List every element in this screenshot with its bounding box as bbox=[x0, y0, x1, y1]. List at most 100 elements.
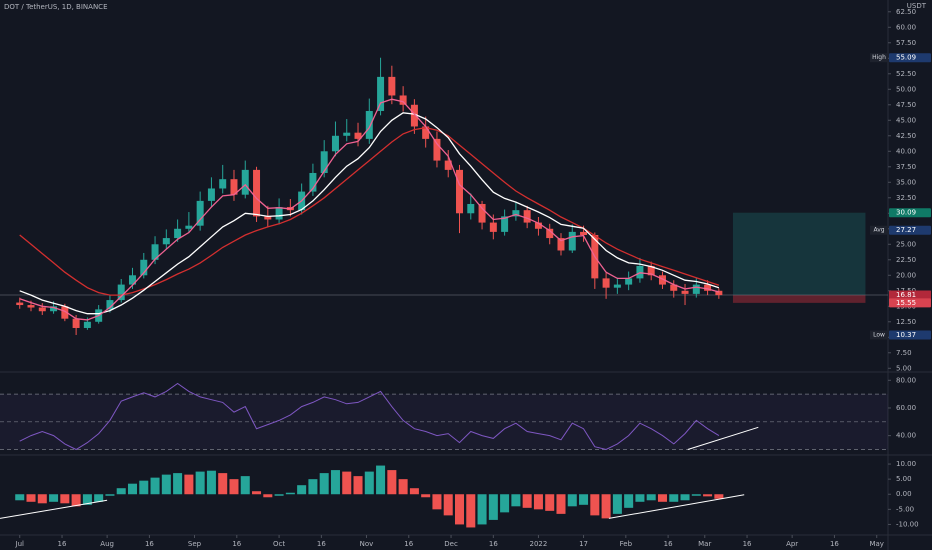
candle-body bbox=[128, 275, 136, 285]
histogram-bar bbox=[127, 483, 138, 495]
price-badge-label: 30.09 bbox=[896, 209, 916, 217]
histogram-bar bbox=[601, 494, 611, 519]
histogram-bar bbox=[680, 494, 690, 501]
candle-body bbox=[512, 210, 520, 217]
price-badge bbox=[889, 225, 931, 235]
candle-body bbox=[523, 210, 531, 223]
y-tick-label: 40.00 bbox=[896, 147, 916, 155]
x-tick-label: Sep bbox=[188, 540, 202, 548]
histogram-bar bbox=[240, 476, 250, 495]
chart-title: DOT / TetherUS, 1D, BINANCE bbox=[4, 3, 108, 11]
marker-name-bg bbox=[870, 330, 888, 340]
histogram-bar bbox=[330, 470, 340, 495]
candle-body bbox=[343, 132, 351, 136]
candle-body bbox=[580, 231, 588, 235]
x-tick-label: 16 bbox=[664, 540, 673, 548]
histogram-bar bbox=[376, 465, 386, 495]
candle-body bbox=[478, 203, 486, 223]
candle-body bbox=[692, 284, 700, 294]
y-tick-label: 60.00 bbox=[896, 404, 916, 412]
histogram-bar bbox=[60, 494, 70, 504]
price-badge bbox=[889, 330, 931, 340]
candle-body bbox=[399, 95, 407, 105]
x-tick-label: 17 bbox=[579, 540, 588, 548]
histogram-bar bbox=[150, 477, 160, 495]
candle-body bbox=[704, 284, 712, 291]
histogram-bar bbox=[263, 494, 273, 498]
candle-body bbox=[196, 200, 204, 226]
histogram-bar bbox=[229, 479, 239, 495]
candle-body bbox=[613, 284, 621, 288]
candle-body bbox=[320, 151, 328, 173]
histogram-bar bbox=[319, 473, 329, 495]
histogram-bar bbox=[590, 494, 600, 516]
histogram-bar bbox=[398, 479, 408, 495]
y-tick-label: 40.00 bbox=[896, 432, 916, 440]
candle-body bbox=[140, 259, 148, 276]
histogram-bar bbox=[297, 485, 307, 495]
histogram-bar bbox=[511, 494, 521, 507]
histogram-bar bbox=[82, 494, 92, 505]
candle-body bbox=[410, 104, 418, 127]
trendline bbox=[0, 499, 108, 519]
candle-body bbox=[151, 244, 159, 260]
candle-body bbox=[625, 278, 633, 285]
candle-body bbox=[444, 160, 452, 170]
candle-body bbox=[27, 305, 35, 308]
candle-body bbox=[264, 216, 272, 220]
y-tick-label: 12.50 bbox=[896, 318, 916, 326]
x-tick-label: 2022 bbox=[530, 540, 548, 548]
trendline bbox=[608, 494, 745, 519]
x-tick-label: Aug bbox=[100, 540, 114, 548]
rsi-line bbox=[19, 382, 720, 451]
candle-body bbox=[331, 135, 339, 152]
candle-body bbox=[253, 169, 261, 217]
y-tick-label: 45.00 bbox=[896, 116, 916, 124]
y-tick-label: 35.00 bbox=[896, 178, 916, 186]
axis-unit: USDT bbox=[907, 2, 927, 10]
candle-body bbox=[174, 228, 182, 239]
candle-body bbox=[557, 238, 565, 251]
moving-average-line bbox=[19, 127, 720, 296]
price-badge-label: 15.55 bbox=[896, 299, 916, 307]
histogram-bar bbox=[364, 471, 374, 495]
trendline bbox=[687, 426, 759, 450]
histogram-bar bbox=[173, 473, 183, 495]
price-badge-label: 16.81 bbox=[896, 291, 916, 299]
histogram-bar bbox=[624, 494, 634, 508]
price-badge bbox=[889, 298, 931, 308]
histogram-bar bbox=[443, 494, 453, 516]
y-tick-label: 57.50 bbox=[896, 39, 916, 47]
histogram-bar bbox=[49, 494, 59, 502]
y-tick-label: 60.00 bbox=[896, 23, 916, 31]
y-tick-label: 0.00 bbox=[896, 490, 912, 498]
histogram-bar bbox=[657, 494, 667, 502]
price-badge bbox=[889, 208, 931, 218]
moving-average-line bbox=[19, 98, 720, 321]
histogram-bar bbox=[105, 494, 115, 496]
histogram-bar bbox=[353, 476, 363, 495]
histogram-bar bbox=[579, 494, 589, 505]
histogram-bar bbox=[94, 494, 104, 502]
histogram-bar bbox=[635, 494, 645, 502]
histogram-bar bbox=[703, 494, 713, 497]
x-tick-label: Apr bbox=[786, 540, 798, 548]
x-tick-label: Nov bbox=[360, 540, 374, 548]
histogram-bar bbox=[184, 474, 194, 495]
histogram-bar bbox=[342, 471, 352, 495]
y-tick-label: 42.50 bbox=[896, 132, 916, 140]
histogram-bar bbox=[206, 470, 216, 495]
histogram-bar bbox=[477, 494, 487, 525]
x-tick-label: 16 bbox=[489, 540, 498, 548]
y-tick-label: 20.00 bbox=[896, 271, 916, 279]
x-tick-label: Feb bbox=[620, 540, 633, 548]
histogram-bar bbox=[409, 488, 419, 495]
histogram-bar bbox=[26, 494, 36, 502]
histogram-bar bbox=[669, 494, 679, 502]
x-tick-label: Oct bbox=[273, 540, 285, 548]
x-tick-label: 16 bbox=[145, 540, 154, 548]
histogram-bar bbox=[285, 492, 295, 495]
price-badge-label: 27.27 bbox=[896, 226, 916, 234]
histogram-bar bbox=[161, 474, 171, 495]
y-tick-label: 62.50 bbox=[896, 8, 916, 16]
